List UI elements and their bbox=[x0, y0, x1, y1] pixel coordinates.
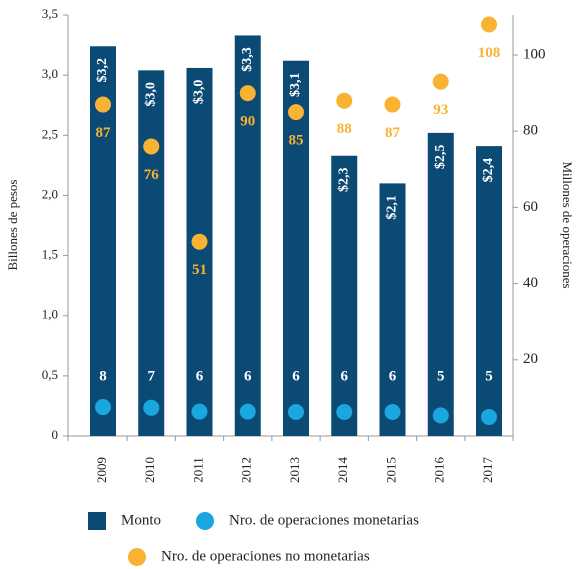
bar-value-label: $2,3 bbox=[336, 167, 351, 192]
point-value-label: 76 bbox=[144, 167, 160, 183]
bar bbox=[283, 60, 309, 437]
bar-value-label: $3,0 bbox=[143, 82, 158, 107]
point bbox=[432, 73, 449, 90]
point-value-label: 108 bbox=[478, 45, 501, 61]
point-value-label: 88 bbox=[337, 121, 352, 137]
bar-value-label: $2,4 bbox=[481, 158, 496, 183]
bar bbox=[379, 183, 406, 436]
point-value-label: 5 bbox=[485, 368, 493, 384]
point bbox=[336, 92, 353, 109]
y-tick-label: 2,5 bbox=[42, 126, 58, 141]
bar-value-label: $2,1 bbox=[385, 195, 400, 220]
point-value-label: 8 bbox=[99, 368, 107, 384]
y-tick-label: 3,0 bbox=[42, 66, 58, 81]
y2-tick-label: 100 bbox=[523, 46, 546, 62]
y-tick-label: 1,5 bbox=[42, 247, 58, 262]
y2-tick-label: 20 bbox=[523, 351, 538, 367]
bar bbox=[427, 132, 454, 436]
point bbox=[481, 408, 497, 425]
y2-tick-label: 60 bbox=[523, 199, 538, 215]
x-tick-label: 2009 bbox=[94, 457, 109, 483]
x-tick-label: 2014 bbox=[335, 457, 350, 484]
y-tick-label: 1,0 bbox=[42, 307, 58, 322]
point bbox=[288, 403, 304, 420]
point bbox=[191, 233, 208, 250]
point bbox=[384, 96, 401, 113]
y-tick-label: 0 bbox=[52, 427, 59, 442]
point-value-label: 6 bbox=[341, 368, 349, 384]
point bbox=[191, 403, 208, 420]
legend-swatch bbox=[196, 512, 214, 530]
bar bbox=[331, 155, 358, 436]
bar bbox=[234, 35, 261, 436]
y-tick-label: 0,5 bbox=[42, 367, 58, 382]
point bbox=[143, 138, 160, 155]
x-tick-label: 2013 bbox=[287, 457, 302, 483]
point bbox=[143, 399, 160, 416]
bar-value-label: $3,1 bbox=[288, 72, 303, 97]
point-value-label: 6 bbox=[292, 368, 300, 384]
point-value-label: 6 bbox=[196, 368, 204, 384]
point-value-label: 51 bbox=[192, 262, 207, 278]
point bbox=[432, 407, 449, 424]
legend-swatch bbox=[128, 548, 146, 566]
point bbox=[239, 403, 256, 420]
point-value-label: 7 bbox=[148, 368, 156, 384]
point-value-label: 5 bbox=[437, 368, 445, 384]
bar-value-label: $3,2 bbox=[95, 58, 110, 83]
point bbox=[481, 16, 497, 33]
x-tick-label: 2015 bbox=[383, 457, 398, 483]
bar bbox=[476, 146, 502, 436]
bar bbox=[138, 70, 165, 437]
x-tick-label: 2017 bbox=[480, 457, 495, 484]
y2-tick-label: 80 bbox=[523, 123, 538, 139]
point bbox=[288, 104, 304, 121]
point bbox=[384, 403, 401, 420]
legend-label: Nro. de operaciones monetarias bbox=[229, 512, 419, 528]
bar bbox=[186, 67, 213, 436]
point-value-label: 6 bbox=[389, 368, 397, 384]
legend-swatch bbox=[88, 512, 106, 530]
bar-value-label: $3,3 bbox=[240, 47, 255, 72]
y2-axis-title: Millones de operaciones bbox=[560, 161, 575, 288]
point-value-label: 6 bbox=[244, 368, 252, 384]
y-axis-title: Billones de pesos bbox=[5, 180, 20, 271]
x-tick-label: 2012 bbox=[239, 457, 254, 483]
point-value-label: 87 bbox=[96, 125, 112, 141]
y-tick-label: 3,5 bbox=[42, 6, 58, 21]
legend-label: Nro. de operaciones no monetarias bbox=[161, 548, 370, 564]
point-value-label: 93 bbox=[433, 102, 448, 118]
bar-value-label: $3,0 bbox=[192, 80, 207, 105]
y-tick-label: 2,0 bbox=[42, 186, 58, 201]
point bbox=[239, 85, 256, 102]
x-tick-label: 2016 bbox=[432, 457, 447, 484]
bar-value-label: $2,5 bbox=[433, 145, 448, 170]
point-value-label: 87 bbox=[385, 125, 401, 141]
point bbox=[95, 96, 111, 113]
point-value-label: 85 bbox=[289, 133, 304, 149]
x-tick-label: 2010 bbox=[142, 457, 157, 483]
legend-label: Monto bbox=[121, 512, 161, 528]
point bbox=[95, 399, 111, 416]
point-value-label: 90 bbox=[240, 114, 255, 130]
y2-tick-label: 40 bbox=[523, 275, 538, 291]
point bbox=[336, 403, 353, 420]
x-tick-label: 2011 bbox=[190, 457, 205, 483]
